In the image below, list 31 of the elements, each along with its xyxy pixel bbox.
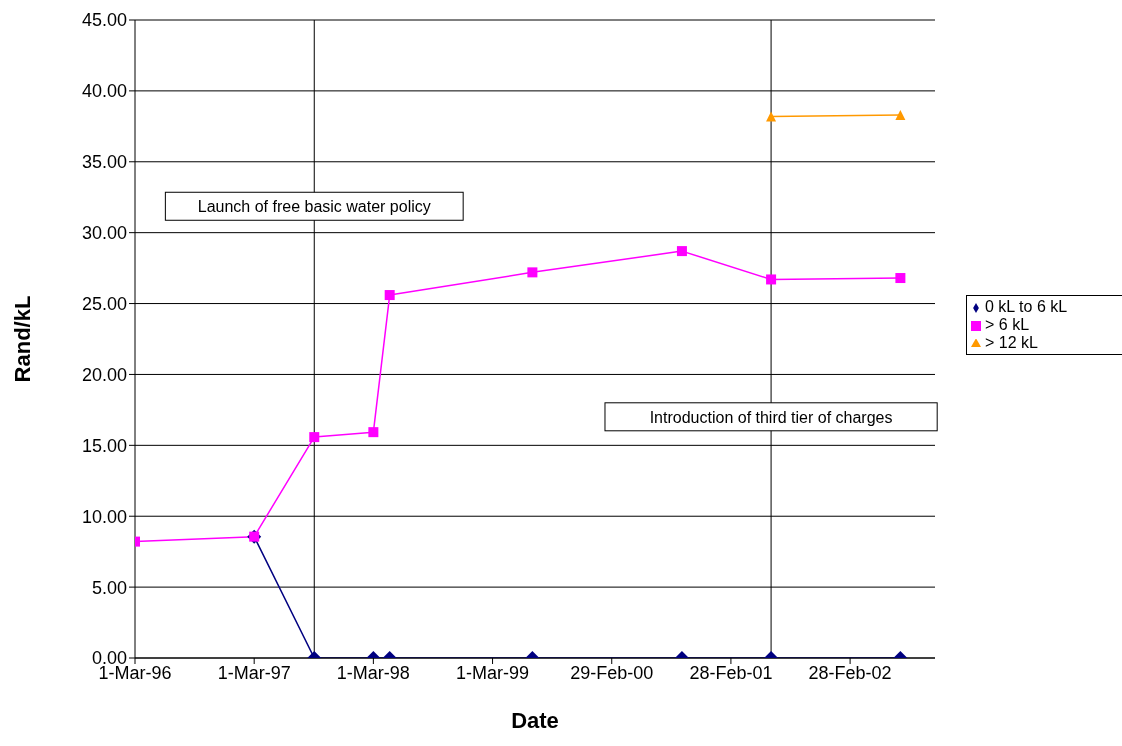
point bbox=[676, 246, 687, 257]
y-axis-title: Rand/kL bbox=[9, 295, 35, 383]
text-box: Launch of free basic water policy bbox=[164, 191, 464, 221]
y-tick-label: 20.00 bbox=[81, 364, 127, 385]
point bbox=[309, 432, 320, 443]
point bbox=[895, 273, 906, 284]
y-tick-label: 30.00 bbox=[81, 223, 127, 244]
y-tick-label: 25.00 bbox=[81, 293, 127, 314]
legend-label: > 12 kL bbox=[985, 334, 1038, 351]
legend-label: > 6 kL bbox=[985, 316, 1030, 333]
point bbox=[368, 427, 379, 438]
text-box: Introduction of third tier of charges bbox=[604, 402, 938, 432]
x-tick-label: 28-Feb-02 bbox=[808, 662, 892, 683]
y-tick-label: 5.00 bbox=[91, 577, 127, 598]
point bbox=[527, 267, 538, 278]
ref-line-label: Launch of free basic water policy bbox=[197, 198, 431, 216]
y-tick-label: 10.00 bbox=[81, 506, 127, 527]
y-tick-label: 35.00 bbox=[81, 152, 127, 173]
y-tick-label: 40.00 bbox=[81, 81, 127, 102]
point bbox=[384, 290, 395, 301]
x-tick-label: 1-Mar-99 bbox=[456, 662, 530, 683]
x-tick-label: 28-Feb-01 bbox=[689, 662, 773, 683]
x-tick-label: 1-Mar-97 bbox=[217, 662, 291, 683]
x-tick-label: 1-Mar-98 bbox=[336, 662, 410, 683]
ref-line-label: Introduction of third tier of charges bbox=[649, 408, 893, 426]
x-axis-title: Date bbox=[511, 708, 559, 733]
x-tick-label: 29-Feb-00 bbox=[570, 662, 654, 683]
point bbox=[766, 274, 777, 285]
y-tick-label: 45.00 bbox=[81, 10, 127, 31]
y-tick-label: 15.00 bbox=[81, 435, 127, 456]
legend-label: 0 kL to 6 kL bbox=[985, 298, 1068, 315]
